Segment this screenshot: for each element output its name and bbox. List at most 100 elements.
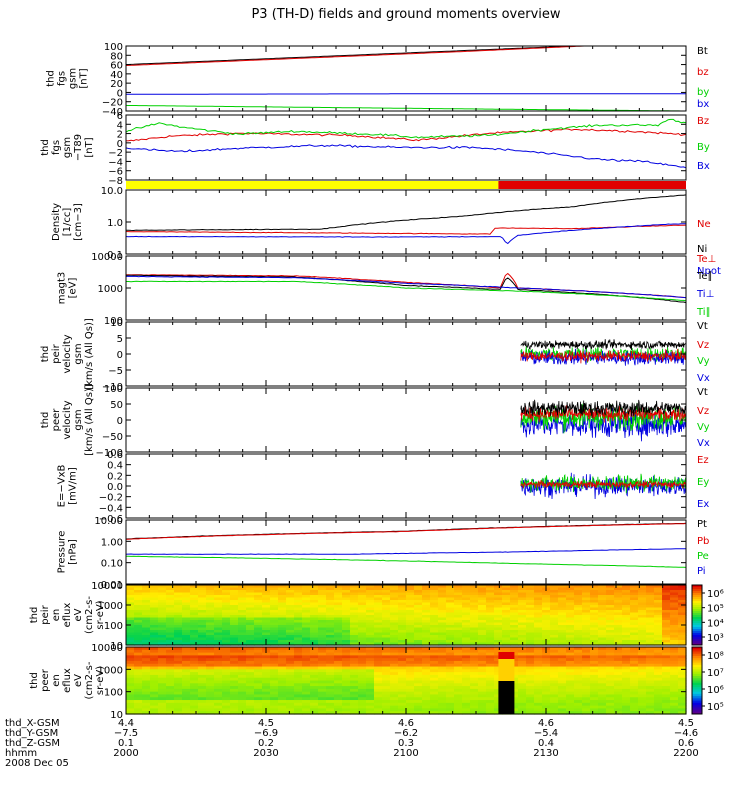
spectrogram-cell [430, 711, 439, 715]
spectrogram-cell [486, 688, 495, 693]
spectrogram-cell [622, 700, 631, 704]
spectrogram-cell [254, 647, 263, 651]
spectrogram-cell [350, 688, 359, 693]
spectrogram-cell [214, 655, 223, 659]
spectrogram-cell [670, 592, 679, 596]
spectrogram-cell [678, 630, 687, 634]
spectrogram-cell [542, 602, 551, 606]
spectrogram-cell [646, 597, 655, 601]
spectrogram-cell [678, 700, 687, 704]
spectrogram-cell [462, 607, 471, 611]
spectrogram-cell [670, 637, 679, 641]
spectrogram-cell [582, 612, 591, 616]
spectrogram-cell [462, 688, 471, 693]
spectrogram-cell [662, 666, 671, 670]
spectrogram-cell [142, 649, 151, 654]
spectrogram-cell [566, 655, 575, 659]
spectrogram-cell [574, 688, 583, 693]
spectrogram-cell [182, 688, 191, 693]
spectrogram-cell [590, 666, 599, 670]
spectrogram-cell [182, 647, 191, 651]
spectrogram-cell [246, 617, 255, 621]
series-line-Te∥ [125, 274, 687, 304]
spectrogram-cell [566, 705, 575, 710]
spectrogram-cell [134, 602, 143, 606]
spectrogram-cell [230, 587, 239, 591]
spectrogram-cell [302, 612, 311, 616]
spectrogram-cell [174, 600, 183, 604]
spectrogram-cell [294, 605, 303, 609]
spectrogram-cell [382, 590, 391, 594]
spectrogram-cell [462, 625, 471, 629]
spectrogram-cell [630, 612, 639, 616]
spectrogram-cell [318, 677, 327, 682]
spectrogram-cell [582, 630, 591, 634]
spectrogram-cell [262, 607, 271, 611]
spectrogram-cell [302, 587, 311, 591]
spectrogram-cell [374, 663, 383, 668]
spectrogram-cell [486, 602, 495, 606]
legend-by: by [697, 87, 709, 98]
spectrogram-cell [278, 697, 287, 701]
spectrogram-cell [494, 600, 503, 604]
spectrogram-cell [574, 622, 583, 626]
spectrogram-cell [350, 630, 359, 634]
spectrogram-cell [310, 647, 319, 651]
spectrogram-cell [134, 627, 143, 631]
spectrogram-cell [198, 585, 207, 589]
spectrogram-cell [230, 607, 239, 611]
y-axis-label: Pressure[nPa] [57, 531, 79, 574]
spectrogram-cell [454, 602, 463, 606]
spectrogram-cell [614, 620, 623, 624]
spectrogram-cell [254, 697, 263, 701]
spectrogram-cell [526, 620, 535, 624]
spectrogram-cell [414, 590, 423, 594]
spectrogram-cell [302, 640, 311, 644]
spectrogram-cell [486, 697, 495, 701]
spectrogram-cell [494, 605, 503, 609]
spectrogram-cell [350, 663, 359, 668]
spectrogram-cell [462, 585, 471, 589]
spectrogram-cell [542, 597, 551, 601]
spectrogram-cell [230, 615, 239, 619]
y-tick-label: 100 [104, 688, 123, 699]
spectrogram-cell [318, 658, 327, 662]
spectrogram-cell [462, 683, 471, 687]
spectrogram-cell [206, 688, 215, 693]
y-axis-label-line: Pressure [57, 531, 68, 574]
spectrogram-cell [526, 630, 535, 634]
spectrogram-cell [614, 672, 623, 676]
spectrogram-cell [126, 605, 135, 609]
spectrogram-cell [446, 622, 455, 626]
spectrogram-cell [670, 686, 679, 690]
spectrogram-cell [318, 622, 327, 626]
spectrogram-cell [350, 669, 359, 673]
spectrogram-cell [126, 660, 135, 665]
spectrogram-cell [638, 669, 647, 673]
spectrogram-cell [270, 672, 279, 676]
spectrogram-cell [510, 587, 519, 591]
spectrogram-cell [350, 680, 359, 684]
spectrogram-cell [534, 602, 543, 606]
spectrogram-cell [462, 700, 471, 704]
spectrogram-cell [294, 680, 303, 684]
spectrogram-cell [286, 625, 295, 629]
spectrogram-cell [134, 674, 143, 679]
spectrogram-cell [166, 686, 175, 690]
spectrogram-cell [438, 666, 447, 670]
spectrogram-cell [206, 637, 215, 641]
spectrogram-cell [158, 711, 167, 715]
spectrogram-cell [310, 610, 319, 614]
spectrogram-cell [406, 600, 415, 604]
spectrogram-cell [590, 610, 599, 614]
spectrogram-cell [334, 677, 343, 682]
spectrogram-cell [374, 702, 383, 707]
spectrogram-cell [166, 705, 175, 710]
spectrogram-cell [558, 640, 567, 644]
spectrogram-cell [606, 617, 615, 621]
spectrogram-cell [286, 602, 295, 606]
spectrogram-cell [262, 702, 271, 707]
spectrogram-cell [590, 708, 599, 712]
spectrogram-cell [198, 600, 207, 604]
